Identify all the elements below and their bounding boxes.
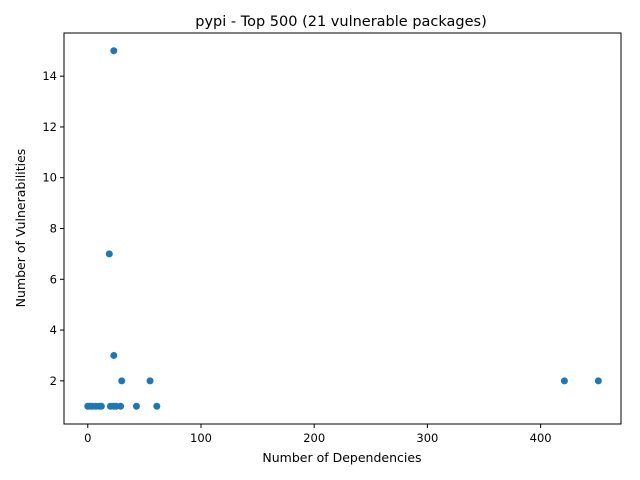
x-tick-label: 300: [416, 431, 438, 445]
x-tick-label: 400: [530, 431, 552, 445]
y-tick-label: 6: [50, 272, 57, 286]
data-point: [594, 377, 602, 385]
data-point: [118, 377, 126, 385]
data-point: [105, 250, 113, 258]
x-axis-label: Number of Dependencies: [262, 450, 421, 465]
x-tick-label: 100: [190, 431, 212, 445]
data-point: [146, 377, 154, 385]
data-point: [153, 402, 161, 410]
data-point: [110, 47, 118, 55]
x-axis-ticks: 0 100 200 300 400: [84, 424, 552, 445]
plot-frame: [63, 32, 622, 425]
x-tick-label: 200: [303, 431, 325, 445]
data-point: [117, 402, 125, 410]
y-axis-ticks: 2 4 6 8 10 12 14: [42, 69, 64, 388]
data-point: [97, 402, 105, 410]
y-tick-label: 2: [50, 374, 57, 388]
y-tick-label: 4: [50, 323, 57, 337]
y-tick-label: 14: [42, 69, 57, 83]
data-point: [132, 402, 140, 410]
chart-title: pypi - Top 500 (21 vulnerable packages): [195, 14, 487, 30]
data-point: [560, 377, 568, 385]
data-point: [110, 351, 118, 359]
data-points: [84, 47, 602, 410]
y-tick-label: 8: [50, 222, 57, 236]
x-tick-label: 0: [84, 431, 91, 445]
y-tick-label: 10: [42, 171, 57, 185]
y-tick-label: 12: [42, 120, 57, 134]
y-axis-label: Number of Vulnerabilities: [13, 149, 28, 308]
